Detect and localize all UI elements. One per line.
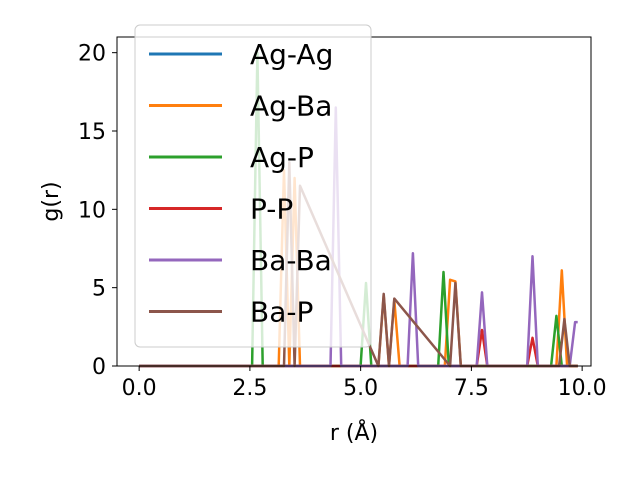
x-tick-label: 5.0 [343,376,378,401]
legend: Ag-Ag Ag-Ba Ag-P P-P Ba-Ba Ba-P [135,25,371,347]
legend-entry: Ag-Ag [250,38,333,71]
x-tick-label: 2.5 [232,376,267,401]
y-tick-label: 15 [78,120,106,145]
legend-entry: P-P [250,193,293,226]
y-tick-label: 10 [78,198,106,223]
legend-entry: Ba-Ba [250,244,332,277]
x-axis-label: r (Å) [330,419,378,446]
y-tick-label: 20 [78,42,106,67]
legend-entry: Ba-P [250,296,313,329]
y-axis-label: g(r) [39,181,64,221]
y-tick-label: 5 [92,277,106,302]
x-tick-label: 0.0 [122,376,157,401]
x-tick-label: 10.0 [558,376,607,401]
x-tick-label: 7.5 [454,376,489,401]
legend-entry: Ag-Ba [250,90,332,123]
y-tick-label: 0 [92,355,106,380]
legend-entry: Ag-P [250,141,314,174]
